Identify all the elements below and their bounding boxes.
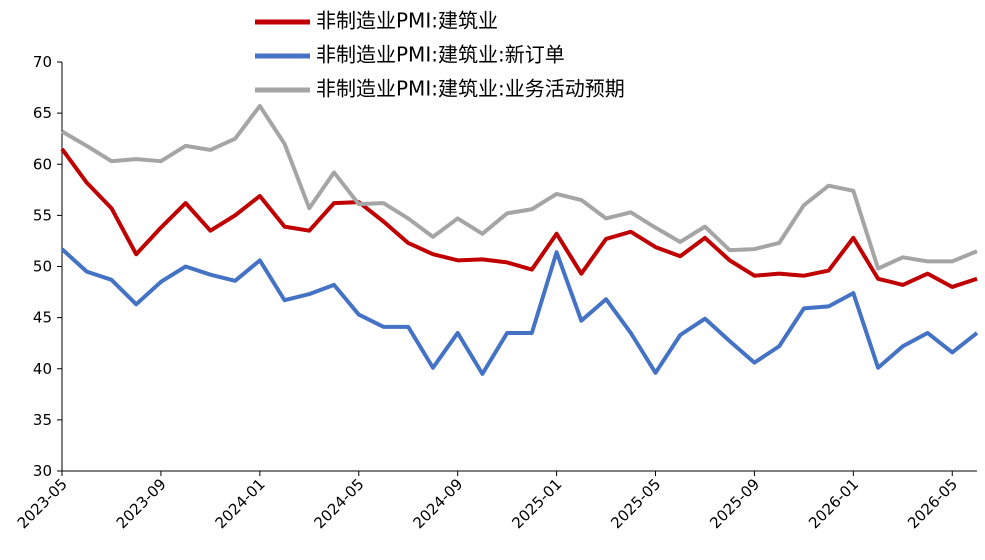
series-line [60,103,978,271]
y-tick-label: 65 [33,104,52,122]
y-tick-label: 55 [33,206,52,224]
y-tick-label: 40 [33,360,52,378]
y-tick-label: 30 [33,462,52,480]
y-tick-label: 50 [33,258,52,276]
series-line [60,247,979,376]
x-tick-label: 2025-05 [607,475,664,532]
x-tick-label: 2023-09 [113,475,170,532]
legend-label: 非制造业PMI:建筑业:业务活动预期 [316,77,625,101]
x-tick-label: 2024-01 [212,475,269,532]
legend-label: 非制造业PMI:建筑业 [316,9,498,33]
y-tick-label: 70 [33,53,52,71]
series-line [60,147,978,289]
x-tick-label: 2024-09 [409,475,466,532]
x-tick-label: 2026-01 [805,475,862,532]
x-tick-label: 2025-01 [508,475,565,532]
x-tick-label: 2025-09 [706,475,763,532]
y-tick-label: 45 [33,309,52,327]
x-tick-label: 2023-05 [14,475,71,532]
legend-label: 非制造业PMI:建筑业:新订单 [316,43,565,67]
x-tick-label: 2026-05 [904,475,961,532]
y-tick-label: 60 [33,155,52,173]
x-tick-label: 2024-05 [311,475,368,532]
y-tick-label: 35 [33,411,52,429]
